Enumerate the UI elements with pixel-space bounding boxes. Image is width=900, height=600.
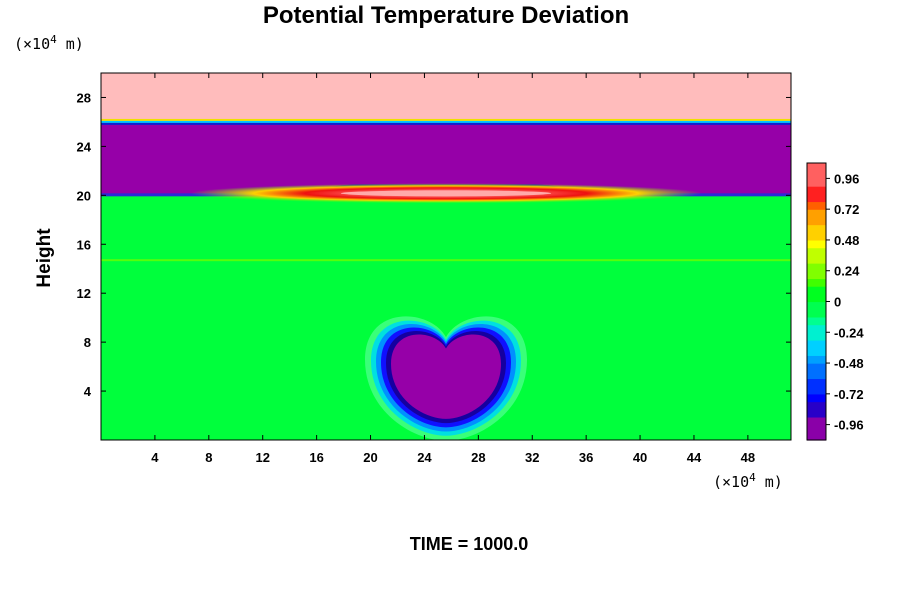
colorbar-segment	[807, 247, 826, 256]
colorbar-segment	[807, 255, 826, 264]
colorbar-label: 0.24	[834, 264, 860, 279]
x-tick-label: 8	[205, 450, 212, 465]
x-tick-label: 4	[151, 450, 159, 465]
colorbar-segment	[807, 278, 826, 287]
colorbar-segment	[807, 224, 826, 233]
colorbar-label: -0.96	[834, 418, 864, 433]
region-middle-layer	[101, 121, 791, 196]
y-tick-label: 24	[77, 139, 92, 154]
colorbar-segment	[807, 201, 826, 210]
colorbar-label: -0.72	[834, 387, 864, 402]
colorbar-segment	[807, 363, 826, 372]
colorbar-segment	[807, 432, 826, 441]
y-tick-label: 4	[84, 384, 92, 399]
region-upper-layer	[101, 73, 791, 122]
colorbar-segment	[807, 193, 826, 203]
upper-interface-cyan	[101, 120, 791, 123]
colorbar-segment	[807, 178, 826, 187]
colorbar-label: 0.96	[834, 171, 859, 186]
colorbar-segment	[807, 416, 826, 426]
colorbar-segment	[807, 393, 826, 403]
x-tick-label: 28	[471, 450, 485, 465]
colorbar-segment	[807, 216, 826, 226]
colorbar-segment	[807, 370, 826, 380]
upper-interface-yellow	[101, 118, 791, 121]
x-axis-ticks: 4 8 12 16 20 24 28 32 36 40 44 48	[151, 73, 755, 465]
time-label: TIME = 1000.0	[410, 534, 529, 554]
colorbar-segment	[807, 309, 826, 318]
x-tick-label: 12	[255, 450, 269, 465]
plot-frame	[100, 72, 792, 441]
colorbar-segment	[807, 347, 826, 356]
colorbar-segment	[807, 293, 826, 303]
x-tick-label: 16	[309, 450, 323, 465]
colorbar-segment	[807, 232, 826, 241]
upper-interface-blue	[101, 122, 791, 125]
colorbar-label: -0.24	[834, 325, 864, 340]
colorbar-segment	[807, 324, 826, 333]
y-axis-label: Height	[34, 228, 55, 288]
y-tick-label: 28	[77, 90, 91, 105]
cold-bubble-core	[391, 334, 501, 419]
y-unit-exponent: 4	[50, 33, 57, 46]
colorbar-segment	[807, 378, 826, 387]
colorbar-segment	[807, 239, 826, 249]
y-tick-label: 16	[77, 237, 91, 252]
y-unit-prefix: (×10	[14, 35, 50, 53]
y-unit-label: (×104 m)	[14, 33, 84, 53]
colorbar-segment	[807, 286, 826, 295]
colorbar-segment	[807, 186, 826, 195]
chart-title: Potential Temperature Deviation	[263, 2, 629, 29]
y-unit-suffix: m)	[57, 35, 84, 53]
colorbar-segment	[807, 301, 826, 310]
colorbar-segment	[807, 401, 826, 410]
colorbar-segment	[807, 386, 826, 395]
colorbar-segment	[807, 332, 826, 341]
colorbar-label: 0.72	[834, 202, 859, 217]
colorbar-label: 0.48	[834, 233, 859, 248]
colorbar-segment	[807, 270, 826, 280]
colorbar-segment	[807, 424, 826, 433]
colorbar-segment	[807, 163, 826, 172]
colorbar-label: 0	[834, 295, 841, 310]
colorbar-segment	[807, 170, 826, 179]
x-tick-label: 40	[633, 450, 647, 465]
colorbar-segment	[807, 409, 826, 418]
colorbar-segment	[807, 316, 826, 326]
colorbar-segment	[807, 339, 826, 349]
y-tick-label: 12	[77, 286, 91, 301]
y-axis-ticks: 4 8 12 16 20 24 28	[77, 90, 791, 399]
x-unit-label: (×104 m)	[713, 471, 783, 491]
x-tick-label: 48	[741, 450, 755, 465]
colorbar-segment	[807, 355, 826, 364]
x-tick-label: 44	[687, 450, 702, 465]
x-tick-label: 36	[579, 450, 593, 465]
x-unit-prefix: (×10	[713, 473, 749, 491]
y-tick-label: 20	[77, 188, 91, 203]
x-tick-label: 24	[417, 450, 432, 465]
x-unit-exponent: 4	[749, 471, 756, 484]
x-unit-suffix: m)	[756, 473, 783, 491]
faint-level-line	[101, 259, 791, 262]
plot-area	[101, 73, 791, 440]
x-tick-label: 20	[363, 450, 377, 465]
colorbar-segment	[807, 209, 826, 218]
y-tick-label: 8	[84, 335, 91, 350]
colorbar: 0.96 0.72 0.48 0.24 0 -0.24 -0.48 -0.72 -0.96	[806, 162, 864, 441]
warm-anomaly-core	[340, 190, 552, 197]
colorbar-label: -0.48	[834, 356, 864, 371]
x-tick-label: 32	[525, 450, 539, 465]
colorbar-segment	[807, 263, 826, 272]
